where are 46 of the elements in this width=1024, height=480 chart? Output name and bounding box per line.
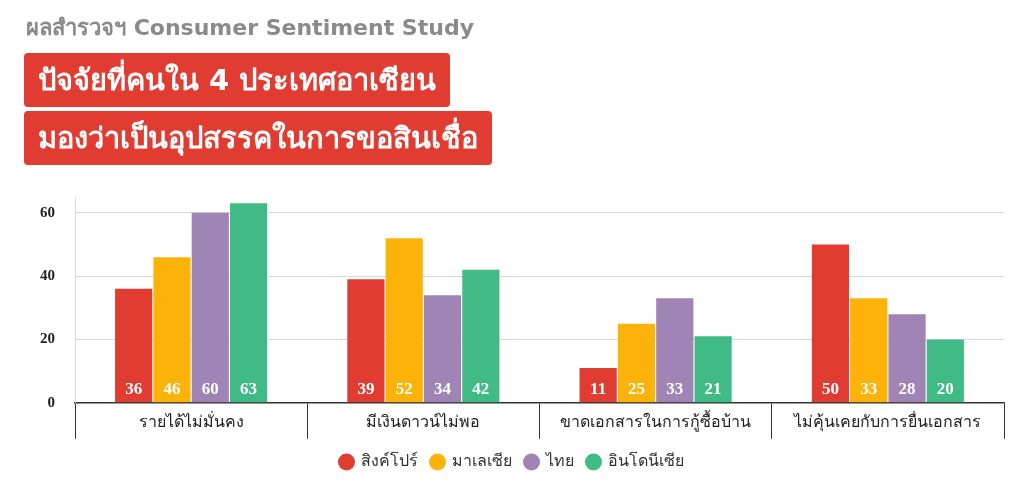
bar <box>230 203 268 403</box>
y-tick-label: 20 <box>40 330 55 347</box>
bar <box>462 269 500 403</box>
data-label: 63 <box>240 379 258 399</box>
x-tick-label: มีเงินดาวน์ไม่พอ <box>366 411 481 431</box>
data-label: 34 <box>434 379 452 399</box>
data-label: 60 <box>201 379 219 399</box>
data-label: 28 <box>898 379 916 399</box>
data-label: 36 <box>125 379 143 399</box>
data-label: 46 <box>163 379 181 399</box>
bar <box>656 298 694 403</box>
data-label: 50 <box>821 379 839 399</box>
data-label: 11 <box>590 379 607 399</box>
bar <box>191 212 229 403</box>
data-label: 42 <box>472 379 490 399</box>
legend-label: มาเลเซีย <box>451 451 512 471</box>
bar <box>926 339 964 403</box>
x-tick-label: ไม่คุ้นเคยกับการยื่นเอกสาร <box>792 409 982 432</box>
data-label: 39 <box>357 379 375 399</box>
bar <box>153 257 191 403</box>
y-tick-label: 40 <box>40 267 55 284</box>
data-label: 20 <box>936 379 954 399</box>
x-tick-label: ขาดเอกสารในการกู้ซื้อบ้าน <box>560 409 752 432</box>
bar <box>888 314 926 403</box>
data-label: 21 <box>704 379 722 399</box>
bar <box>811 244 849 403</box>
bar <box>115 288 153 403</box>
chart-subtitle: ผลสำรวจฯ Consumer Sentiment Study <box>26 14 474 42</box>
bar <box>347 279 385 403</box>
bar <box>850 298 888 403</box>
legend-label: ไทย <box>543 451 574 471</box>
data-label: 33 <box>860 379 878 399</box>
bar <box>579 367 617 403</box>
chart-title: ปัจจัยที่คนใน 4 ประเทศอาเซียน มองว่าเป็นอุปสรรคในการขอสินเชื่อ <box>37 58 479 158</box>
bar <box>385 238 423 403</box>
bar <box>694 336 732 403</box>
bar <box>617 323 656 403</box>
legend-label: อินโดนีเซีย <box>607 451 684 471</box>
y-tick-label: 60 <box>40 203 55 220</box>
y-tick-label: 0 <box>47 393 55 410</box>
data-label: 52 <box>395 379 413 399</box>
x-tick-label: รายได้ไม่มั่นคง <box>138 409 244 431</box>
data-label: 33 <box>666 379 684 399</box>
legend-label: สิงค์โปร์ <box>360 451 418 471</box>
data-label: 25 <box>627 379 645 399</box>
bar <box>423 295 462 403</box>
